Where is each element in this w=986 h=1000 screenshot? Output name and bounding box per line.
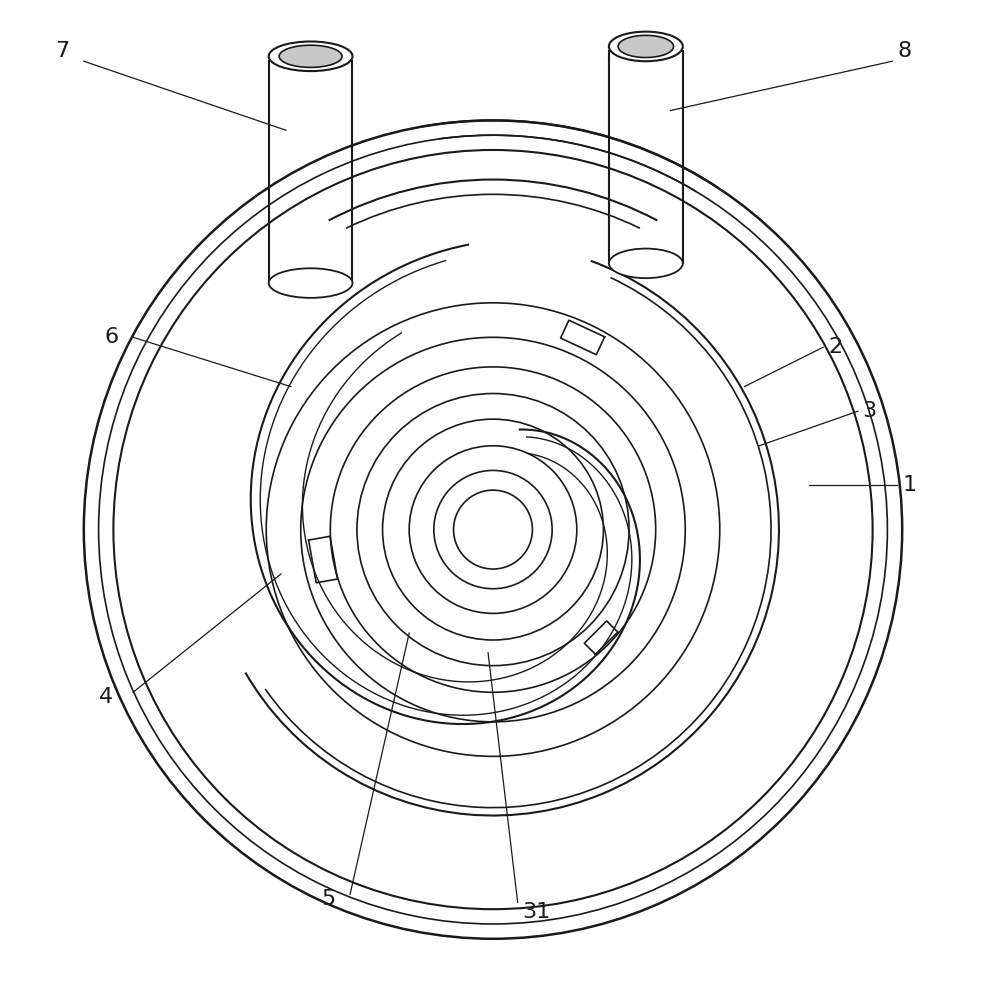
Ellipse shape bbox=[618, 35, 673, 58]
Text: 6: 6 bbox=[105, 327, 118, 347]
Text: 7: 7 bbox=[55, 41, 69, 61]
Ellipse shape bbox=[609, 249, 682, 278]
Ellipse shape bbox=[609, 32, 682, 61]
Text: 1: 1 bbox=[902, 475, 916, 495]
Ellipse shape bbox=[279, 45, 342, 67]
Text: 8: 8 bbox=[897, 41, 911, 61]
Text: 5: 5 bbox=[321, 889, 335, 909]
Text: 4: 4 bbox=[100, 687, 113, 707]
Ellipse shape bbox=[268, 42, 353, 71]
Text: 31: 31 bbox=[523, 902, 551, 922]
Text: 2: 2 bbox=[828, 337, 842, 357]
Text: 3: 3 bbox=[863, 401, 877, 421]
Ellipse shape bbox=[268, 268, 353, 298]
